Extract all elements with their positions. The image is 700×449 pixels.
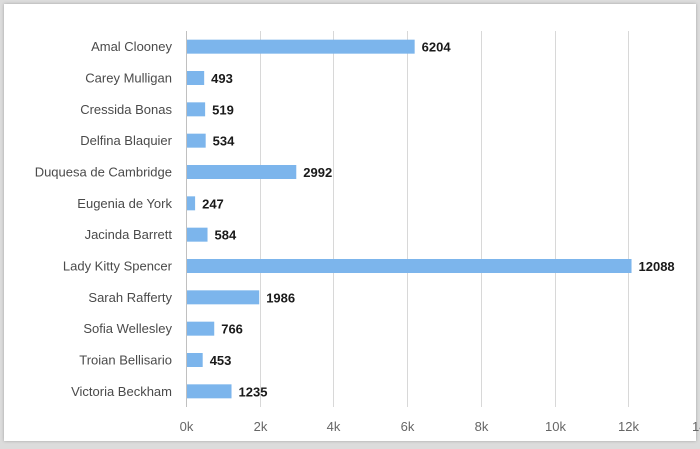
bars: [187, 40, 632, 399]
bar: [187, 290, 259, 304]
category-label: Eugenia de York: [77, 196, 172, 211]
bar: [187, 322, 214, 336]
grid-lines: [187, 31, 700, 407]
bar-chart: 0k 2k 4k 6k 8k 10k 12k 14k Amal Clooney 6204 Carey…: [4, 4, 700, 449]
category-label: Victoria Beckham: [71, 384, 172, 399]
x-tick-label: 14k: [692, 419, 700, 434]
data-label: 247: [202, 196, 224, 211]
data-label: 1235: [239, 384, 268, 399]
x-tick-label: 4k: [327, 419, 341, 434]
bar: [187, 40, 415, 54]
x-tick-label: 6k: [401, 419, 415, 434]
data-label: 584: [215, 228, 237, 243]
data-label: 2992: [303, 165, 332, 180]
x-tick-label: 10k: [545, 419, 566, 434]
category-label: Troian Bellisario: [79, 353, 172, 368]
data-label: 766: [221, 322, 243, 337]
category-label: Duquesa de Cambridge: [35, 165, 172, 180]
bar: [187, 165, 296, 179]
data-label: 1986: [266, 290, 295, 305]
category-label: Delfina Blaquier: [80, 133, 172, 148]
data-label: 6204: [422, 40, 452, 55]
bar: [187, 384, 232, 398]
x-tick-label: 12k: [618, 419, 639, 434]
bar: [187, 134, 206, 148]
bar: [187, 259, 632, 273]
category-label: Lady Kitty Spencer: [63, 259, 173, 274]
data-label: 453: [210, 353, 232, 368]
category-label: Sofia Wellesley: [83, 321, 172, 336]
category-label: Sarah Rafferty: [88, 290, 172, 305]
bar: [187, 71, 204, 85]
category-label: Cressida Bonas: [80, 102, 172, 117]
chart-frame: 0k2k4k6k8k10k12k14kAmal Clooney6204Carey…: [4, 4, 696, 441]
category-label: Amal Clooney: [91, 39, 172, 54]
category-label: Jacinda Barrett: [85, 227, 173, 242]
bar: [187, 353, 203, 367]
bar: [187, 228, 208, 242]
category-label: Carey Mulligan: [85, 71, 172, 86]
labels: 0k 2k 4k 6k 8k 10k 12k 14k Amal Clooney 6204 Carey…: [35, 39, 700, 434]
x-tick-label: 8k: [475, 419, 489, 434]
x-tick-label: 0k: [180, 419, 194, 434]
data-label: 493: [211, 71, 233, 86]
data-label: 12088: [639, 259, 675, 274]
bar: [187, 196, 195, 210]
bar: [187, 102, 205, 116]
data-label: 534: [213, 134, 235, 149]
x-tick-label: 2k: [254, 419, 268, 434]
data-label: 519: [212, 102, 234, 117]
